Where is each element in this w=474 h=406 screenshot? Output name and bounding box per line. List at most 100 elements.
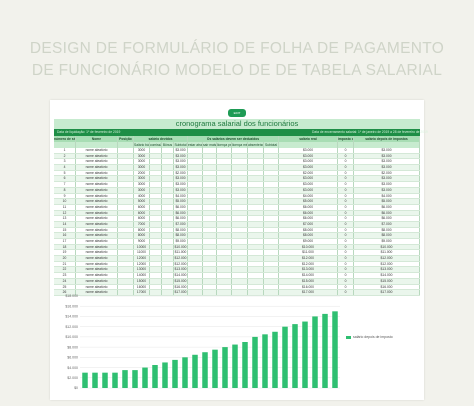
cell-empty: [264, 244, 279, 250]
bar: [252, 336, 258, 388]
cell-empty: [217, 165, 232, 170]
cell-empty: [188, 233, 203, 238]
cell-empty: [217, 290, 232, 295]
cell-net-salary: $14.000: [354, 273, 420, 278]
cell-empty: [248, 239, 264, 244]
cell-tax: 0: [338, 182, 354, 187]
cell-empty: [150, 278, 162, 284]
header-row-sub: Salário básicocomissãoBônusSubtotalestar…: [54, 142, 420, 148]
table-row: 15 nome aleatório 8000 $8.000 $8.000 0 $8.000: [54, 227, 420, 234]
cell-empty: [162, 250, 174, 256]
cell-empty: [217, 210, 232, 216]
table-row: 6 nome aleatório 3000 $3.000 $3.000 0 $3.000: [54, 176, 420, 183]
bar: [102, 372, 108, 388]
cell-tax: 0: [338, 278, 354, 284]
cell-subtotal: $3.000: [174, 182, 188, 187]
cell-serial: 7: [54, 182, 76, 187]
cell-net-salary: $7.000: [354, 221, 420, 227]
chart-svg: $0 $2.000 $4.000 $6.000 $8.000 $10.000 $12.000…: [65, 294, 340, 390]
cell-empty: [162, 153, 174, 159]
cell-real-salary: $14.000: [279, 273, 338, 278]
cell-empty: [188, 153, 203, 159]
cell-subtotal: $3.000: [174, 165, 188, 170]
meta-bar: Data de liquidação: 1º de fevereiro de 2…: [54, 129, 428, 136]
cell-empty: [232, 216, 248, 221]
cell-base-salary: 8000: [134, 227, 150, 233]
bar: [312, 316, 318, 388]
cell-empty: [232, 290, 248, 295]
cell-base-salary: 6000: [134, 204, 150, 210]
cell-empty: [248, 267, 264, 273]
cell-empty: [188, 159, 203, 165]
cell-subtotal: $4.000: [174, 193, 188, 199]
cell-empty: [232, 261, 248, 267]
cell-empty: [232, 182, 248, 187]
table-row: 14 nome aleatório 7000 $7.000 $7.000 0 $7.000: [54, 221, 420, 228]
bar: [182, 357, 188, 388]
chart-legend: salário depois de imposto: [346, 335, 393, 339]
table-row: 11 nome aleatório 6000 $6.000 $6.000 0 $6.000: [54, 204, 420, 211]
cell-empty: [188, 187, 203, 193]
cell-empty: [264, 193, 279, 199]
cell-subtotal: $12.000: [174, 256, 188, 261]
cell-net-salary: $15.000: [354, 278, 420, 284]
cell-empty: [203, 170, 217, 176]
cell-real-salary: $3.000: [279, 182, 338, 187]
table-title: cronograma salarial dos funcionários: [54, 119, 420, 129]
cell-base-salary: 8000: [134, 233, 150, 238]
cell-empty: [217, 227, 232, 233]
cell-net-salary: $13.000: [354, 267, 420, 273]
cell-empty: [188, 284, 203, 290]
table-row: 12 nome aleatório 6000 $6.000 $6.000 0 $6.000: [54, 210, 420, 217]
table-row: 3 nome aleatório 3000 $3.000 $3.000 0 $3.000: [54, 159, 420, 166]
cell-net-salary: $6.000: [354, 216, 420, 221]
cell-empty: [264, 204, 279, 210]
cell-tax: 0: [338, 210, 354, 216]
cell-base-salary: 11000: [134, 250, 150, 256]
y-tick-label: $16.000: [65, 304, 78, 308]
cell-name: nome aleatório: [76, 273, 118, 278]
cell-empty: [248, 244, 264, 250]
cell-tax: 0: [338, 250, 354, 256]
header-sub-cell: sair mais cedo: [203, 142, 217, 148]
y-tick-label: $4.000: [67, 366, 78, 370]
y-tick-label: $6.000: [67, 356, 78, 360]
cell-position: [118, 210, 134, 216]
cell-empty: [203, 176, 217, 182]
cell-name: nome aleatório: [76, 239, 118, 244]
cell-serial: 17: [54, 239, 76, 244]
cell-position: [118, 182, 134, 187]
cell-empty: [150, 244, 162, 250]
legend-label: salário depois de imposto: [353, 335, 393, 339]
cell-empty: [248, 273, 264, 278]
cell-empty: [188, 193, 203, 199]
header-sub-blank: [279, 142, 338, 148]
table-row: 23 nome aleatório 14000 $14.000 $14.000 0 $14.…: [54, 273, 420, 279]
cell-serial: 24: [54, 278, 76, 284]
cell-position: [118, 148, 134, 153]
header-sub-blank: [354, 142, 420, 148]
cell-empty: [248, 290, 264, 295]
cell-empty: [188, 170, 203, 176]
cell-net-salary: $5.000: [354, 199, 420, 204]
bar: [262, 334, 268, 388]
cell-position: [118, 267, 134, 273]
cell-empty: [162, 284, 174, 290]
cell-empty: [162, 216, 174, 221]
header-sub-cell: Subtotal: [174, 142, 188, 148]
cell-name: nome aleatório: [76, 227, 118, 233]
bar: [132, 370, 138, 388]
cell-name: nome aleatório: [76, 182, 118, 187]
cell-empty: [162, 148, 174, 153]
cell-real-salary: $15.000: [279, 278, 338, 284]
cell-empty: [264, 182, 279, 187]
cell-name: nome aleatório: [76, 153, 118, 159]
cell-base-salary: 3000: [134, 153, 150, 159]
cell-base-salary: 3000: [134, 148, 150, 153]
cell-position: [118, 233, 134, 238]
cell-empty: [248, 148, 264, 153]
cell-tax: 0: [338, 221, 354, 227]
bar: [292, 324, 298, 388]
cell-empty: [232, 148, 248, 153]
table-row: 8 nome aleatório 3000 $3.000 $3.000 0 $3.000: [54, 187, 420, 194]
